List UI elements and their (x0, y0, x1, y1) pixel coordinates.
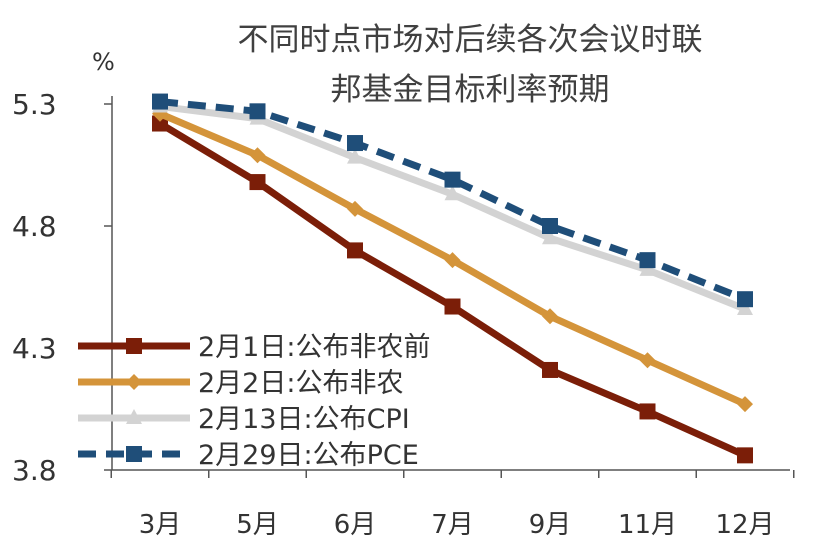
data-point (444, 185, 461, 201)
data-point (444, 252, 461, 269)
legend: 2月1日:公布非农前 2月2日:公布非农 2月13日:公布CPI 2月29日:公布PC… (78, 332, 430, 471)
data-point (737, 299, 753, 315)
legend-swatch-marker (126, 446, 142, 462)
legend-swatch-marker (126, 338, 142, 354)
y-tick-label: 3.8 (12, 454, 57, 487)
legend-label: 2月1日:公布非农前 (198, 332, 430, 363)
legend-swatch-marker (126, 374, 142, 390)
series-2 (152, 105, 753, 413)
data-point (444, 298, 461, 315)
data-point (737, 396, 753, 413)
data-point (542, 229, 558, 245)
data-point (347, 135, 363, 152)
data-point (542, 218, 558, 234)
data-point (737, 447, 753, 464)
x-tick-label: 9月 (529, 510, 572, 540)
data-point (347, 200, 363, 217)
x-tick-label: 6月 (334, 510, 377, 540)
legend-item-3: 2月13日:公布CPI (78, 404, 410, 435)
data-point (347, 242, 363, 259)
series-line (159, 98, 747, 303)
legend-swatch-marker (126, 409, 142, 424)
chart-title-line-2: 邦基金目标利率预期 (330, 72, 610, 108)
series-4 (152, 93, 753, 308)
y-axis-unit-label: % (92, 48, 115, 76)
data-point (249, 174, 266, 191)
series-line (159, 102, 747, 313)
data-point (347, 148, 363, 164)
legend-item-1: 2月1日:公布非农前 (78, 332, 430, 363)
series-1 (152, 115, 753, 464)
x-tick-label: 11月 (618, 510, 677, 540)
data-point (542, 361, 558, 378)
x-tick-label: 3月 (139, 510, 182, 540)
legend-item-2: 2月2日:公布非农 (78, 368, 403, 399)
y-tick-label: 4.8 (12, 210, 57, 243)
series-3 (152, 97, 753, 315)
series-layer (152, 93, 753, 464)
data-point (249, 147, 266, 164)
data-point (639, 252, 656, 269)
x-tick-label: 5月 (236, 510, 279, 540)
legend-item-4: 2月29日:公布PCE (78, 440, 419, 471)
data-point (542, 308, 558, 325)
y-tick-label: 4.3 (12, 332, 57, 365)
data-point (249, 103, 266, 120)
data-point (444, 171, 461, 188)
legend-label: 2月2日:公布非农 (198, 368, 403, 399)
legend-label: 2月13日:公布CPI (198, 404, 410, 435)
data-point (639, 403, 656, 420)
axes: 5.3 4.8 4.3 3.8 3月 5月 6月 7月 9月 11月 12月 (12, 88, 795, 540)
data-point (639, 352, 656, 369)
chart-title-line-1: 不同时点市场对后续各次会议时联 (237, 22, 703, 58)
y-tick-label: 5.3 (12, 88, 57, 121)
x-tick-label: 12月 (715, 510, 774, 540)
legend-label: 2月29日:公布PCE (198, 440, 419, 471)
data-point (152, 115, 168, 132)
data-point (737, 291, 753, 308)
data-point (639, 260, 656, 276)
x-tick-label: 7月 (431, 510, 474, 540)
data-point (152, 93, 168, 110)
